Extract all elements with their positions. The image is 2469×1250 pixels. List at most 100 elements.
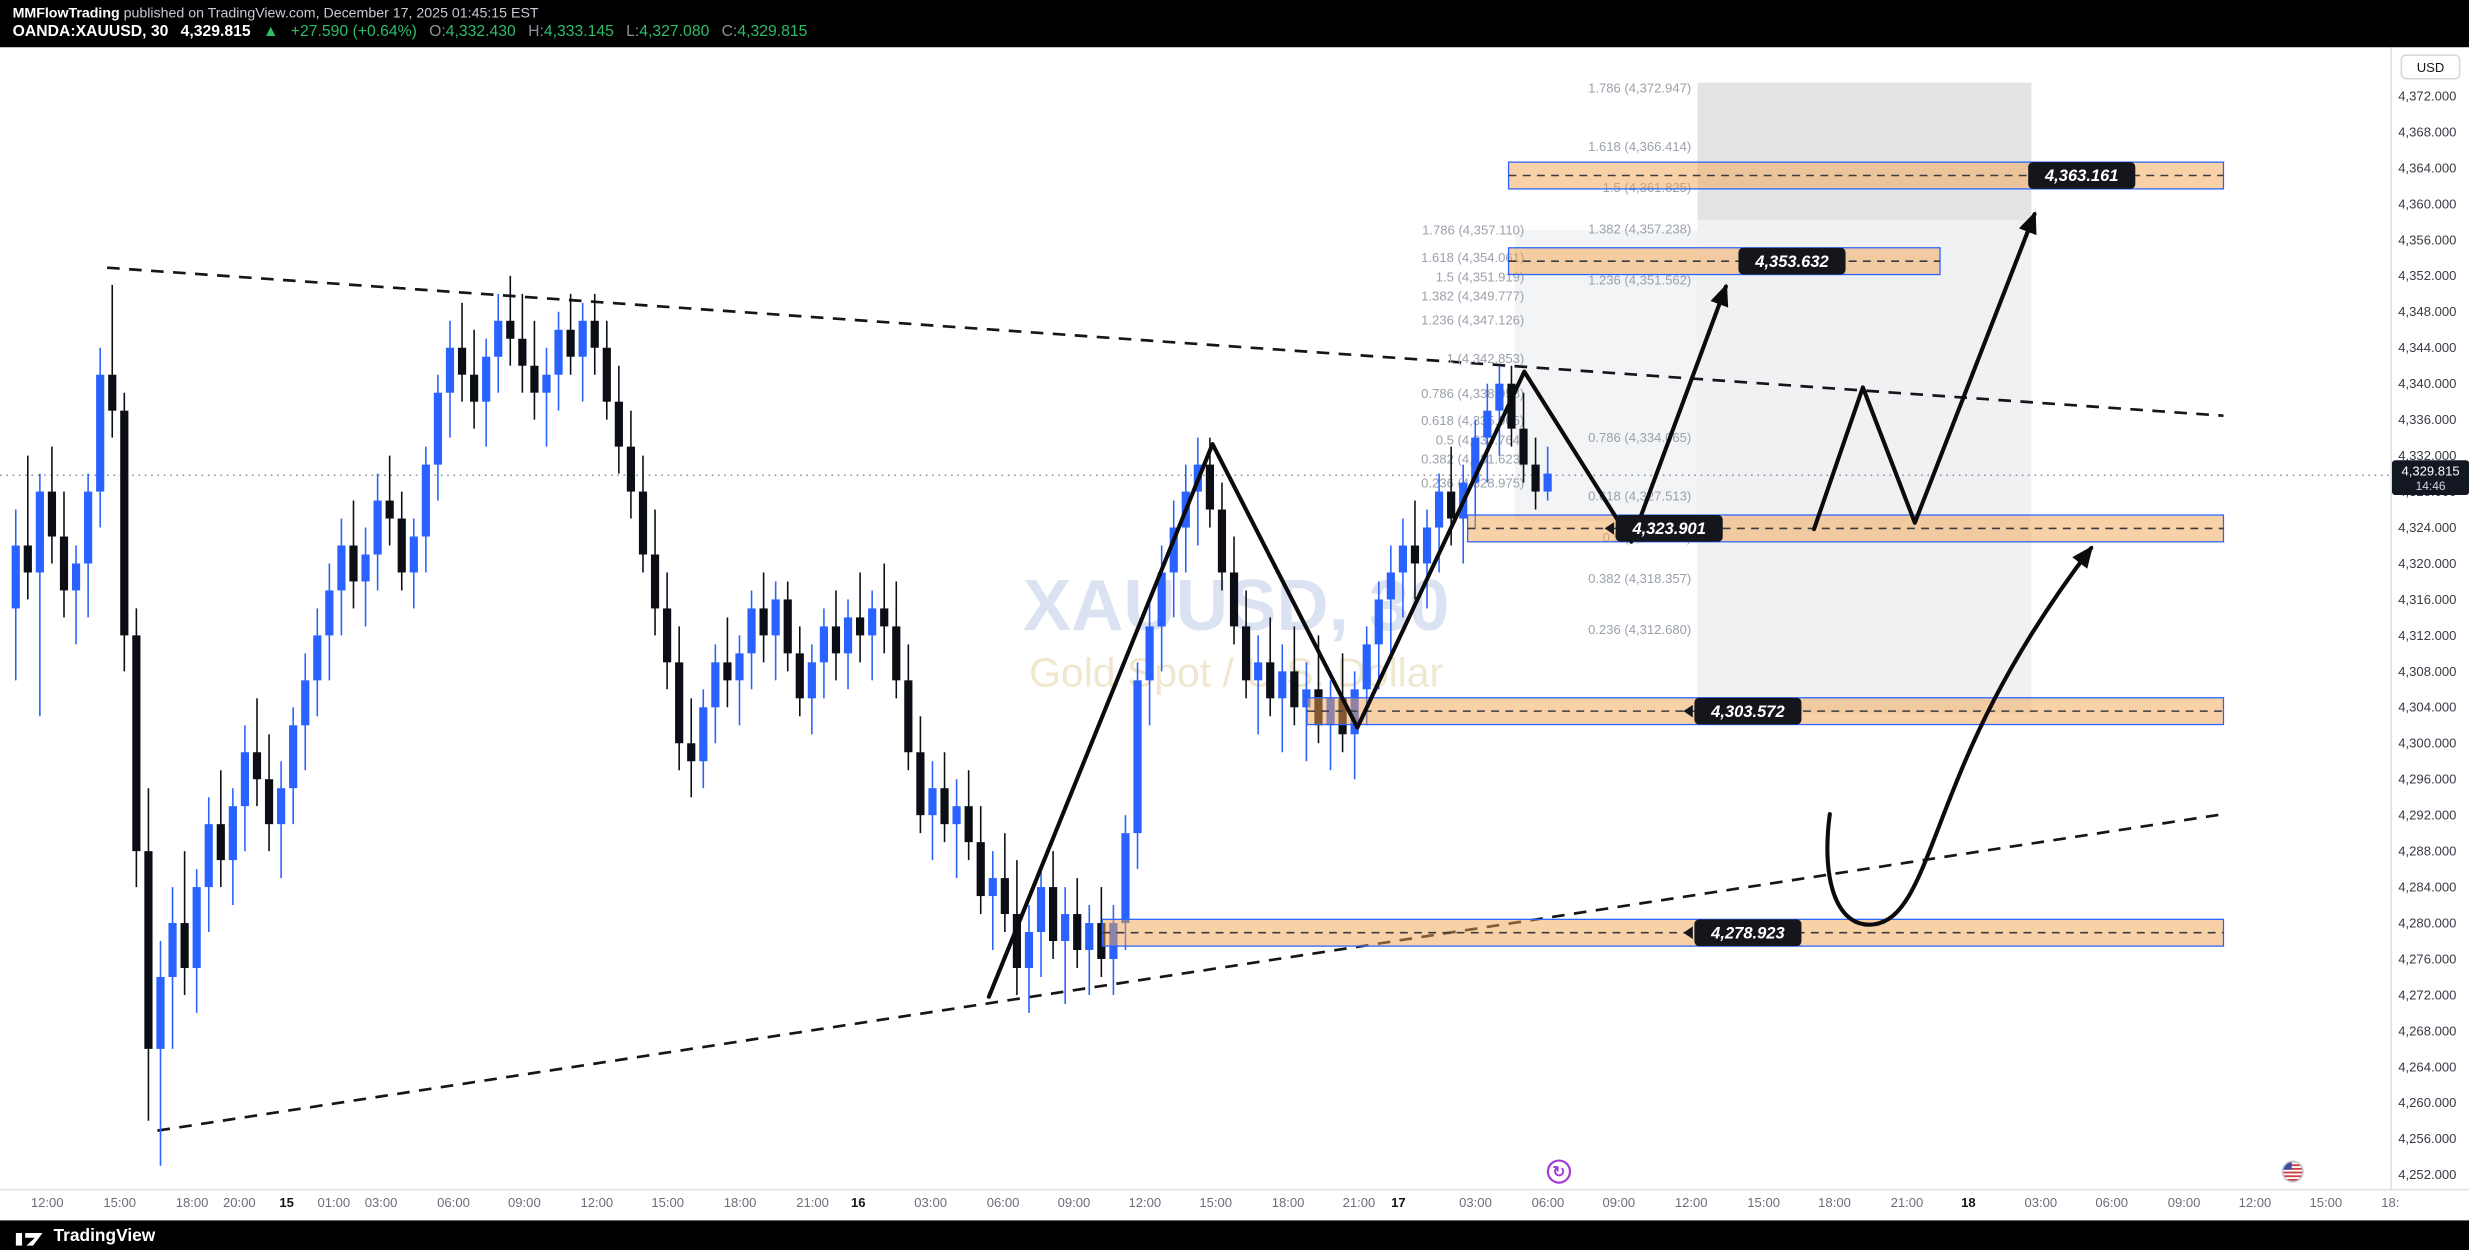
svg-text:18:00: 18:00 xyxy=(724,1195,757,1210)
svg-text:4,336.000: 4,336.000 xyxy=(2398,412,2456,427)
svg-text:4,344.000: 4,344.000 xyxy=(2398,340,2456,355)
svg-text:4,323.901: 4,323.901 xyxy=(1631,519,1705,538)
open-value: 4,332.430 xyxy=(445,22,516,41)
svg-text:06:00: 06:00 xyxy=(437,1195,470,1210)
svg-text:21:00: 21:00 xyxy=(796,1195,829,1210)
svg-text:12:00: 12:00 xyxy=(2239,1195,2272,1210)
svg-text:18:: 18: xyxy=(2381,1195,2399,1210)
zone-price-label[interactable]: 4,303.572 xyxy=(1683,697,1802,725)
svg-text:0.236 (4,312.680): 0.236 (4,312.680) xyxy=(1588,622,1691,637)
projection-arrow[interactable] xyxy=(986,283,1729,999)
price-axis[interactable]: 4,252.000 4,256.000 4,260.000 4,264.000 4,26… xyxy=(2398,88,2456,1182)
svg-text:17: 17 xyxy=(1391,1195,1406,1210)
idea-marker-icon[interactable]: ↻ xyxy=(1546,1159,1572,1184)
publish-info: published on TradingView.com, December 1… xyxy=(119,4,539,21)
svg-text:18:00: 18:00 xyxy=(1272,1195,1305,1210)
svg-text:4,312.000: 4,312.000 xyxy=(2398,628,2456,643)
svg-text:4,280.000: 4,280.000 xyxy=(2398,915,2456,930)
svg-text:4,332.000: 4,332.000 xyxy=(2398,448,2456,463)
last-price: 4,329.815 xyxy=(180,22,251,41)
candles-layer xyxy=(11,275,1552,1166)
svg-text:1.786 (4,357.110): 1.786 (4,357.110) xyxy=(1422,223,1524,238)
svg-text:4,276.000: 4,276.000 xyxy=(2398,951,2456,966)
svg-text:03:00: 03:00 xyxy=(365,1195,398,1210)
zone-price-label[interactable]: 4,323.901 xyxy=(1604,515,1723,542)
svg-text:03:00: 03:00 xyxy=(2024,1195,2057,1210)
svg-text:4,292.000: 4,292.000 xyxy=(2398,808,2456,823)
svg-text:1.382 (4,357.238): 1.382 (4,357.238) xyxy=(1588,221,1691,236)
svg-text:03:00: 03:00 xyxy=(1459,1195,1492,1210)
svg-text:21:00: 21:00 xyxy=(1343,1195,1376,1210)
svg-text:4,300.000: 4,300.000 xyxy=(2398,736,2456,751)
high-label: H: xyxy=(528,22,544,41)
projection-box[interactable] xyxy=(1514,229,1698,522)
svg-text:06:00: 06:00 xyxy=(987,1195,1020,1210)
price-change: +27.590 (+0.64%) xyxy=(290,22,417,41)
svg-text:4,356.000: 4,356.000 xyxy=(2398,232,2456,247)
svg-text:4,352.000: 4,352.000 xyxy=(2398,268,2456,283)
svg-text:06:00: 06:00 xyxy=(1532,1195,1565,1210)
close-value: 4,329.815 xyxy=(737,22,808,41)
svg-text:15:00: 15:00 xyxy=(2309,1195,2342,1210)
svg-text:4,256.000: 4,256.000 xyxy=(2398,1131,2456,1146)
symbol-info-row: OANDA:XAUUSD, 30 4,329.815 ▲ +27.590 (+0… xyxy=(13,23,824,40)
currency-label[interactable]: USD xyxy=(2400,54,2461,80)
svg-text:4,316.000: 4,316.000 xyxy=(2398,592,2456,607)
svg-text:18:00: 18:00 xyxy=(176,1195,209,1210)
projection-box[interactable] xyxy=(1697,82,2032,221)
svg-text:4,364.000: 4,364.000 xyxy=(2398,160,2456,175)
svg-text:09:00: 09:00 xyxy=(508,1195,541,1210)
svg-text:21:00: 21:00 xyxy=(1891,1195,1924,1210)
brand-name[interactable]: TradingView xyxy=(53,1225,156,1245)
svg-text:4,268.000: 4,268.000 xyxy=(2398,1023,2456,1038)
svg-text:0.618 (4,327.513): 0.618 (4,327.513) xyxy=(1588,489,1691,504)
svg-text:4,348.000: 4,348.000 xyxy=(2398,304,2456,319)
svg-text:16: 16 xyxy=(851,1195,866,1210)
svg-text:09:00: 09:00 xyxy=(1602,1195,1635,1210)
svg-text:4,278.923: 4,278.923 xyxy=(1710,923,1784,942)
svg-text:15:00: 15:00 xyxy=(1747,1195,1780,1210)
svg-text:18:00: 18:00 xyxy=(1818,1195,1851,1210)
svg-text:12:00: 12:00 xyxy=(31,1195,64,1210)
svg-text:1.5 (4,351.919): 1.5 (4,351.919) xyxy=(1436,269,1525,284)
supply-demand-zone[interactable] xyxy=(1101,918,2225,947)
economic-event-icon[interactable] xyxy=(2281,1160,2304,1183)
time-axis[interactable]: 12:00 15:00 18:00 20:00 15 01:00 03:00 06:00 09:… xyxy=(31,1195,2400,1210)
zone-price-label[interactable]: 4,278.923 xyxy=(1683,919,1802,947)
svg-text:1.618 (4,354.061): 1.618 (4,354.061) xyxy=(1421,250,1524,265)
svg-text:4,303.572: 4,303.572 xyxy=(1710,702,1785,721)
svg-text:4,368.000: 4,368.000 xyxy=(2398,124,2456,139)
projection-arrow[interactable] xyxy=(1812,211,2037,532)
trendline-lower[interactable] xyxy=(157,812,2224,1132)
publisher-name[interactable]: MMFlowTrading xyxy=(12,4,120,21)
svg-text:0.5 (4,333.764): 0.5 (4,333.764) xyxy=(1436,432,1525,447)
svg-text:1.382 (4,349.777): 1.382 (4,349.777) xyxy=(1421,289,1524,304)
tradingview-logo-icon[interactable] xyxy=(15,1224,44,1246)
svg-text:20:00: 20:00 xyxy=(223,1195,256,1210)
trendline-upper[interactable] xyxy=(106,266,2224,418)
zone-price-label[interactable]: 4,363.161 xyxy=(2028,162,2136,189)
projection-arrow[interactable] xyxy=(1825,545,2094,927)
svg-text:4,363.161: 4,363.161 xyxy=(2044,166,2118,185)
svg-text:14:46: 14:46 xyxy=(2416,479,2446,493)
tv-footer: TradingView xyxy=(0,1220,2469,1250)
svg-text:4,252.000: 4,252.000 xyxy=(2398,1167,2456,1182)
svg-text:15: 15 xyxy=(279,1195,294,1210)
symbol-title[interactable]: OANDA:XAUUSD, 30 xyxy=(12,22,169,41)
supply-demand-zone[interactable] xyxy=(1466,514,2225,543)
change-arrow-icon: ▲ xyxy=(262,22,279,41)
svg-text:1.786 (4,372.947): 1.786 (4,372.947) xyxy=(1588,80,1691,95)
zone-price-label[interactable]: 4,353.632 xyxy=(1738,247,1846,275)
svg-text:15:00: 15:00 xyxy=(1199,1195,1232,1210)
svg-text:15:00: 15:00 xyxy=(103,1195,136,1210)
svg-text:4,304.000: 4,304.000 xyxy=(2398,700,2456,715)
svg-text:4,329.815: 4,329.815 xyxy=(2401,463,2459,478)
supply-demand-zone[interactable] xyxy=(1507,247,1941,276)
svg-text:4,264.000: 4,264.000 xyxy=(2398,1059,2456,1074)
publish-header: MMFlowTrading published on TradingView.c… xyxy=(0,0,2469,48)
publish-info-row: MMFlowTrading published on TradingView.c… xyxy=(13,5,539,21)
low-label: L: xyxy=(626,22,640,41)
svg-text:01:00: 01:00 xyxy=(317,1195,350,1210)
